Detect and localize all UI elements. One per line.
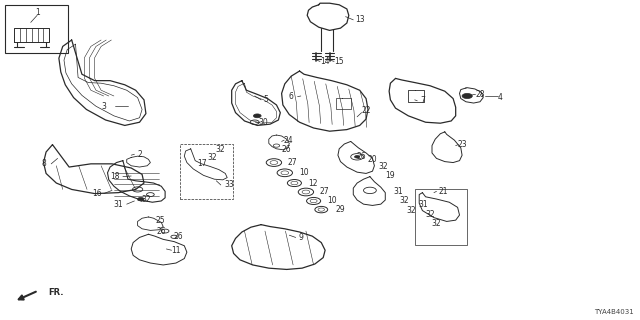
Text: 22: 22 — [362, 106, 371, 115]
Text: 2: 2 — [137, 150, 142, 159]
Text: 14: 14 — [320, 57, 330, 66]
Text: 1: 1 — [35, 8, 40, 17]
Text: 32: 32 — [399, 196, 410, 205]
Text: 10: 10 — [328, 196, 337, 205]
Text: 24: 24 — [283, 136, 293, 145]
Text: 5: 5 — [263, 95, 268, 104]
Text: 7: 7 — [420, 96, 425, 105]
Text: 29: 29 — [335, 205, 345, 214]
Text: 26: 26 — [282, 145, 292, 154]
Text: 3: 3 — [101, 102, 106, 111]
Text: 30: 30 — [259, 118, 269, 127]
Text: 27: 27 — [288, 158, 298, 167]
Circle shape — [422, 204, 429, 207]
Text: 26: 26 — [356, 152, 367, 161]
Text: 16: 16 — [92, 189, 102, 198]
Text: 18: 18 — [111, 172, 120, 181]
Text: 13: 13 — [355, 15, 365, 24]
Text: 23: 23 — [457, 140, 467, 149]
Text: 10: 10 — [299, 168, 308, 177]
Text: TYA4B4031: TYA4B4031 — [594, 309, 634, 315]
Circle shape — [355, 156, 360, 158]
Text: 25: 25 — [155, 216, 165, 225]
Text: 4: 4 — [498, 93, 503, 102]
Text: 32: 32 — [207, 153, 218, 162]
Text: 32: 32 — [406, 206, 416, 215]
Text: 33: 33 — [224, 180, 234, 189]
Text: 8: 8 — [41, 159, 46, 168]
Text: 19: 19 — [385, 172, 396, 180]
Text: 32: 32 — [425, 210, 435, 219]
Text: 31: 31 — [419, 200, 429, 209]
Text: 15: 15 — [334, 57, 344, 66]
Text: FR.: FR. — [48, 288, 63, 297]
Circle shape — [138, 197, 144, 201]
Text: 26: 26 — [173, 232, 183, 241]
Circle shape — [428, 211, 436, 215]
Text: 9: 9 — [298, 233, 303, 242]
FancyBboxPatch shape — [180, 144, 233, 199]
Text: 12: 12 — [308, 179, 318, 188]
Text: 31: 31 — [113, 200, 124, 209]
Circle shape — [462, 93, 472, 99]
Text: 31: 31 — [393, 188, 403, 196]
Text: 32: 32 — [431, 220, 442, 228]
Text: 32: 32 — [378, 162, 388, 171]
Text: 11: 11 — [172, 246, 180, 255]
Text: 32: 32 — [215, 145, 225, 154]
Text: 32: 32 — [141, 196, 151, 204]
Circle shape — [253, 114, 261, 118]
Text: 27: 27 — [320, 188, 330, 196]
Text: 17: 17 — [196, 159, 207, 168]
Text: 6: 6 — [289, 92, 294, 101]
Text: 21: 21 — [438, 187, 447, 196]
FancyBboxPatch shape — [5, 5, 68, 53]
Text: 26: 26 — [156, 227, 166, 236]
Text: 20: 20 — [367, 156, 378, 164]
Text: 28: 28 — [476, 90, 484, 99]
FancyBboxPatch shape — [415, 189, 467, 245]
